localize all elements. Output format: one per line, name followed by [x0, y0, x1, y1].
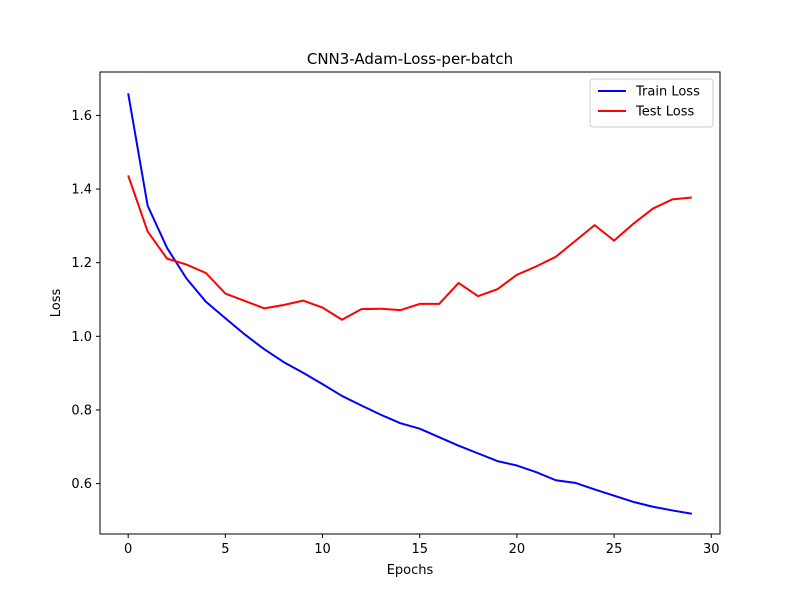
x-axis-label: Epochs [387, 563, 434, 578]
y-tick-label: 0.6 [71, 477, 92, 492]
legend-label: Train Loss [635, 85, 700, 100]
y-tick-label: 1.4 [71, 183, 92, 198]
plot-area [127, 93, 692, 515]
y-tick-label: 1.0 [71, 330, 92, 345]
x-tick-label: 25 [606, 542, 623, 557]
x-tick-label: 10 [314, 542, 331, 557]
x-tick-label: 30 [703, 542, 720, 557]
series-line-train-loss [127, 93, 692, 515]
legend-label: Test Loss [635, 105, 694, 120]
y-axis: 0.6 0.8 1.0 1.2 1.4 1.6 [71, 109, 100, 492]
chart-title: CNN3-Adam-Loss-per-batch [307, 50, 513, 68]
legend: Train Loss Test Loss [589, 78, 714, 128]
y-tick-label: 1.2 [71, 256, 92, 271]
x-tick-label: 15 [411, 542, 428, 557]
x-axis: 0 5 10 15 20 25 30 [124, 534, 720, 557]
x-tick-label: 20 [509, 542, 526, 557]
y-axis-label: Loss [49, 289, 64, 318]
y-tick-label: 1.6 [71, 109, 92, 124]
plot-frame [99, 71, 721, 535]
x-tick-label: 5 [221, 542, 229, 557]
x-tick-label: 0 [124, 542, 132, 557]
y-tick-label: 0.8 [71, 403, 92, 418]
series-line-test-loss [127, 175, 692, 321]
